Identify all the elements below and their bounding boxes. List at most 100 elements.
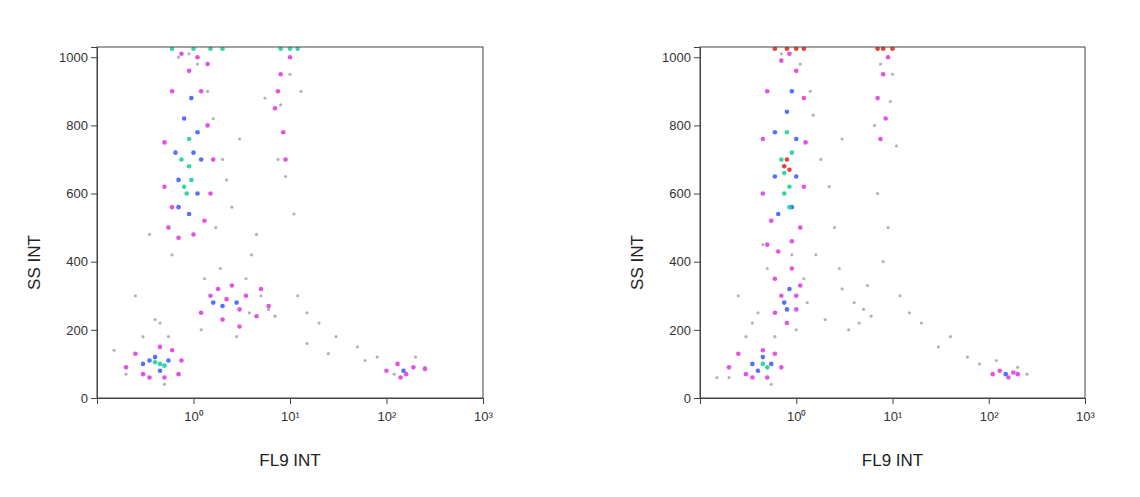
- point: [244, 277, 247, 280]
- x-tick-label: 10⁰: [787, 409, 806, 424]
- y-tick-label: 0: [684, 391, 691, 406]
- point: [841, 137, 844, 140]
- point: [179, 52, 184, 57]
- point: [158, 362, 163, 367]
- point: [134, 294, 137, 297]
- point: [162, 375, 167, 380]
- point: [414, 356, 417, 359]
- y-tick-mark: [91, 125, 97, 126]
- point: [237, 324, 242, 329]
- point: [1015, 372, 1020, 377]
- x-tick-mark: [387, 398, 388, 404]
- series: [112, 52, 426, 386]
- point: [770, 383, 773, 386]
- point: [785, 321, 790, 326]
- y-axis-title: SS INT: [25, 235, 44, 290]
- series: [124, 52, 427, 380]
- point: [259, 287, 264, 292]
- point: [278, 47, 283, 51]
- point: [203, 277, 206, 280]
- point: [278, 72, 283, 77]
- y-tick-label: 200: [669, 323, 691, 338]
- x-axis: 10⁰10¹10²10³: [98, 398, 494, 424]
- point: [112, 349, 115, 352]
- point: [225, 178, 228, 181]
- y-tick: 1000: [59, 50, 97, 65]
- y-tick-mark: [91, 398, 97, 399]
- x-tick-mark: [893, 398, 894, 404]
- y-axis-line: [91, 48, 98, 399]
- series: [715, 52, 1028, 386]
- y-axis-title: SS INT: [628, 235, 647, 290]
- point: [879, 62, 882, 65]
- point: [790, 89, 795, 94]
- point: [170, 89, 175, 94]
- point: [199, 157, 204, 162]
- y-tick: 200: [669, 323, 700, 338]
- point: [769, 218, 774, 223]
- point: [176, 236, 181, 241]
- point: [411, 365, 416, 370]
- point: [177, 56, 180, 59]
- point: [199, 311, 204, 316]
- x-axis-line: [98, 399, 484, 405]
- point: [858, 321, 861, 324]
- point: [296, 294, 299, 297]
- point: [176, 372, 181, 377]
- x-tick-label: 10³: [1076, 409, 1095, 424]
- point: [195, 130, 200, 135]
- y-tick-mark: [694, 330, 700, 331]
- figure: 10⁰10¹10²10³02004006008001000FL9 INTSS I…: [0, 0, 1140, 497]
- y-tick: 400: [669, 254, 700, 269]
- point: [890, 47, 895, 51]
- point: [288, 47, 293, 51]
- x-tick-label: 10³: [474, 409, 493, 424]
- point: [727, 376, 730, 379]
- point: [761, 191, 766, 196]
- point: [283, 157, 288, 162]
- point: [782, 164, 787, 169]
- point: [281, 130, 286, 135]
- point: [878, 137, 883, 142]
- point: [875, 96, 880, 101]
- point: [167, 335, 170, 338]
- point: [356, 345, 359, 348]
- point: [133, 351, 138, 356]
- point: [187, 52, 190, 55]
- y-tick-label: 400: [66, 254, 88, 269]
- point: [376, 356, 379, 359]
- point: [806, 301, 809, 304]
- point: [158, 321, 161, 324]
- y-tick-label: 600: [66, 186, 88, 201]
- point: [776, 212, 781, 217]
- point: [920, 321, 923, 324]
- point: [765, 365, 770, 370]
- point: [199, 89, 204, 94]
- point: [273, 315, 276, 318]
- point: [266, 304, 271, 309]
- point: [187, 69, 192, 74]
- point: [384, 368, 389, 373]
- point: [158, 368, 163, 373]
- point: [191, 47, 196, 51]
- point: [794, 307, 799, 312]
- point: [761, 348, 766, 353]
- x-tick-mark: [483, 398, 484, 404]
- x-tick: 10¹: [281, 398, 300, 424]
- point: [170, 348, 175, 353]
- point: [949, 335, 952, 338]
- point: [162, 363, 167, 368]
- point: [882, 260, 885, 263]
- x-tick: 10³: [474, 398, 493, 424]
- point: [780, 52, 783, 55]
- point: [765, 242, 770, 247]
- point: [824, 318, 827, 321]
- point: [317, 321, 320, 324]
- point: [124, 365, 129, 370]
- series: [773, 47, 895, 172]
- x-tick-mark: [796, 398, 797, 404]
- y-tick: 600: [66, 186, 97, 201]
- point: [886, 226, 889, 229]
- point: [401, 368, 406, 373]
- point: [235, 335, 238, 338]
